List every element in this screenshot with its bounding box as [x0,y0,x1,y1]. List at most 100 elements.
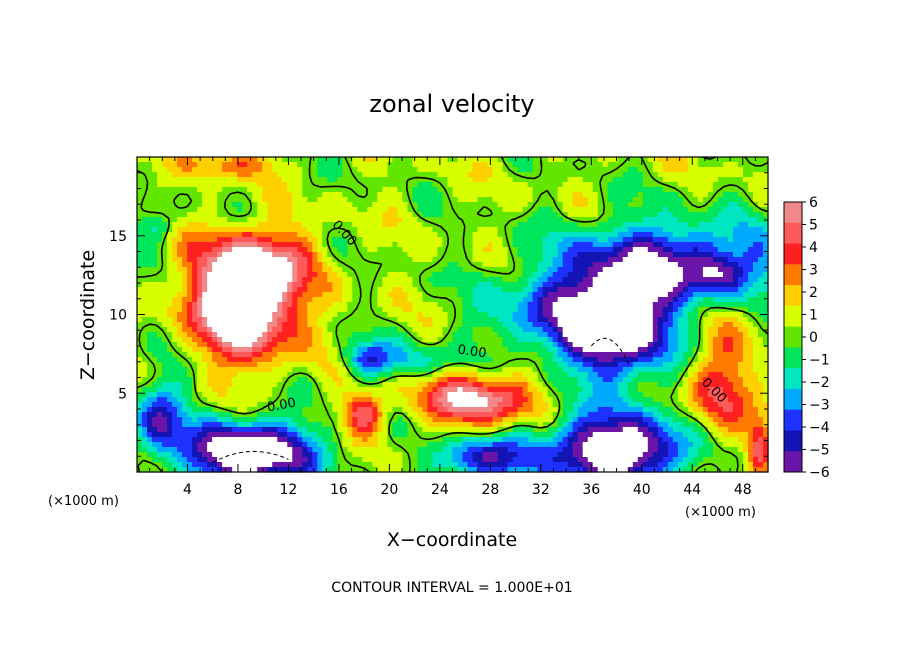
field-cell [337,162,343,168]
field-cell [327,317,333,323]
field-cell [252,162,258,168]
field-cell [557,207,564,213]
field-cell [187,217,193,223]
field-cell [342,322,348,328]
field-cell [717,172,724,178]
field-cell [277,282,283,288]
field-cell [392,337,399,343]
field-cell [657,217,664,223]
field-cell [737,262,744,268]
field-cell [492,207,499,213]
field-cell [352,187,358,193]
field-cell [417,242,424,248]
field-cell [587,247,594,253]
field-cell [277,307,283,313]
field-cell [482,157,489,163]
field-cell [252,282,258,288]
field-cell [657,257,664,263]
field-cell [222,227,228,233]
field-cell [522,262,529,268]
field-cell [732,322,739,328]
field-cell [652,327,659,333]
field-cell [252,172,258,178]
field-cell [632,277,639,283]
field-cell [307,227,313,233]
field-cell [622,337,629,343]
field-cell [362,267,368,273]
field-cell [242,217,248,223]
field-cell [477,262,484,268]
field-cell [422,327,429,333]
field-cell [422,242,429,248]
field-cell [407,317,414,323]
field-cell [497,267,504,273]
field-cell [482,292,489,298]
field-cell [417,347,424,353]
field-cell [367,207,373,213]
field-cell [347,292,353,298]
field-cell [237,352,243,358]
field-cell [327,177,333,183]
field-cell [197,342,203,348]
field-cell [372,197,378,203]
field-cell [687,192,694,198]
field-cell [412,342,419,348]
field-cell [667,207,674,213]
field-cell [632,247,639,253]
field-cell [302,327,308,333]
field-cell [407,227,414,233]
field-cell [487,262,494,268]
field-cell [672,332,679,338]
field-cell [647,242,654,248]
field-cell [267,237,273,243]
field-cell [347,192,353,198]
field-cell [727,172,734,178]
field-cell [592,207,599,213]
field-cell [657,222,664,228]
field-cell [682,172,689,178]
field-cell [167,277,173,283]
field-cell [207,157,213,163]
field-cell [287,292,293,298]
field-cell [492,277,499,283]
field-cell [672,242,679,248]
field-cell [672,172,679,178]
field-cell [702,237,709,243]
field-cell [722,157,729,163]
field-cell [287,202,293,208]
field-cell [142,202,148,208]
field-cell [647,332,654,338]
field-cell [202,252,208,258]
field-cell [217,217,223,223]
field-cell [182,272,188,278]
field-cell [492,307,499,313]
field-cell [157,307,163,313]
field-cell [332,277,338,283]
field-cell [137,177,143,183]
field-cell [627,307,634,313]
field-cell [137,182,143,188]
field-cell [507,192,514,198]
field-cell [357,207,363,213]
field-cell [147,332,153,338]
field-cell [327,182,333,188]
field-cell [392,312,399,318]
field-cell [617,302,624,308]
field-cell [517,292,524,298]
field-cell [522,352,529,358]
field-cell [352,352,358,358]
field-cell [587,192,594,198]
field-cell [382,172,388,178]
field-cell [347,187,353,193]
field-cell [592,157,599,163]
field-cell [537,242,544,248]
field-cell [637,247,644,253]
field-cell [597,207,604,213]
field-cell [337,202,343,208]
field-cell [272,172,278,178]
field-cell [332,257,338,263]
field-cell [337,352,343,358]
field-cell [247,342,253,348]
field-cell [152,162,158,168]
field-cell [477,197,484,203]
